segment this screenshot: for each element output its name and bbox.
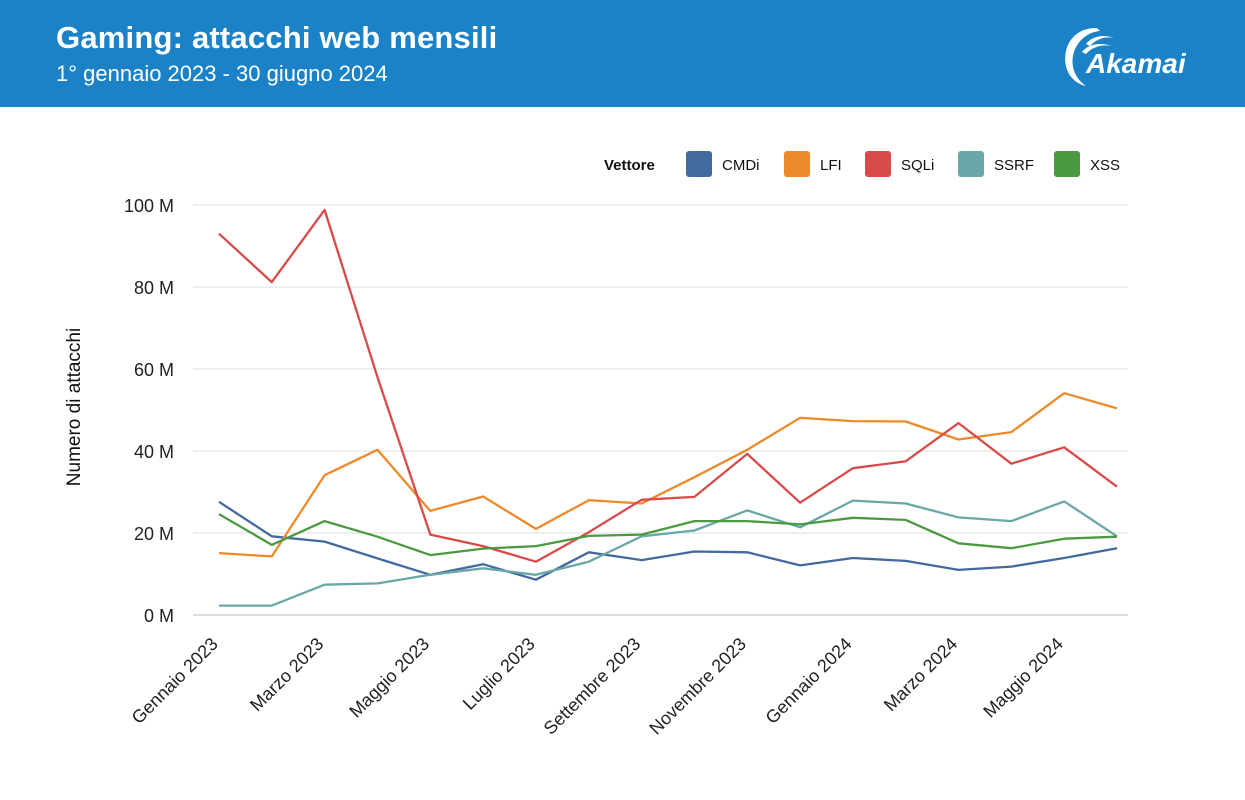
x-tick-label: Maggio 2024 [979,634,1067,722]
logo-wordmark: Akamai [1086,48,1186,79]
akamai-logo: Akamai [1056,22,1206,88]
x-tick-label: Maggio 2023 [345,634,433,722]
legend-swatch-ssrf [958,151,984,177]
series-line-cmdi [218,500,1118,581]
chart-grid [193,204,1128,616]
legend-label-lfi: LFI [820,157,842,174]
series-line-lfi [218,392,1118,558]
series-line-xss [218,513,1118,557]
legend-label-sqli: SQLi [901,157,934,174]
y-tick-label: 40 M [134,442,174,462]
series-lines [218,208,1118,607]
akamai-swoosh-icon [1065,28,1114,86]
legend-swatch-lfi [784,151,810,177]
legend-label-xss: XSS [1090,157,1120,174]
series-line-ssrf [219,499,1118,607]
legend-swatch-cmdi [686,151,712,177]
y-axis-ticks: 0 M 20 M 40 M 60 M 80 M 100 M [124,196,174,626]
y-tick-label: 60 M [134,360,174,380]
y-tick-label: 20 M [134,524,174,544]
x-tick-label: Gennaio 2024 [762,634,856,728]
legend-swatch-xss [1054,151,1080,177]
y-tick-label: 100 M [124,196,174,216]
series-line-sqli [218,208,1118,563]
y-tick-label: 0 M [144,606,174,626]
legend-label-ssrf: SSRF [994,157,1034,174]
chart-title: Gaming: attacchi web mensili [56,20,498,55]
x-tick-label: Gennaio 2023 [128,634,222,728]
x-tick-label: Settembre 2023 [540,634,645,739]
y-axis-title: Numero di attacchi [64,328,85,486]
x-tick-label: Luglio 2023 [459,634,539,714]
chart-subtitle: 1° gennaio 2023 - 30 giugno 2024 [56,61,388,86]
x-tick-label: Novembre 2023 [645,634,750,739]
x-tick-label: Marzo 2024 [880,634,961,715]
x-axis-ticks: Gennaio 2023 Marzo 2023 Maggio 2023 Luglio … [128,634,1067,739]
y-tick-label: 80 M [134,278,174,298]
chart-header: Gaming: attacchi web mensili 1° gennaio … [0,0,1245,107]
legend: Vettore CMDi LFI SQLi SSRF XSS [604,151,1120,177]
legend-label-cmdi: CMDi [722,157,760,174]
legend-title: Vettore [604,157,655,174]
x-tick-label: Marzo 2023 [246,634,327,715]
legend-swatch-sqli [865,151,891,177]
